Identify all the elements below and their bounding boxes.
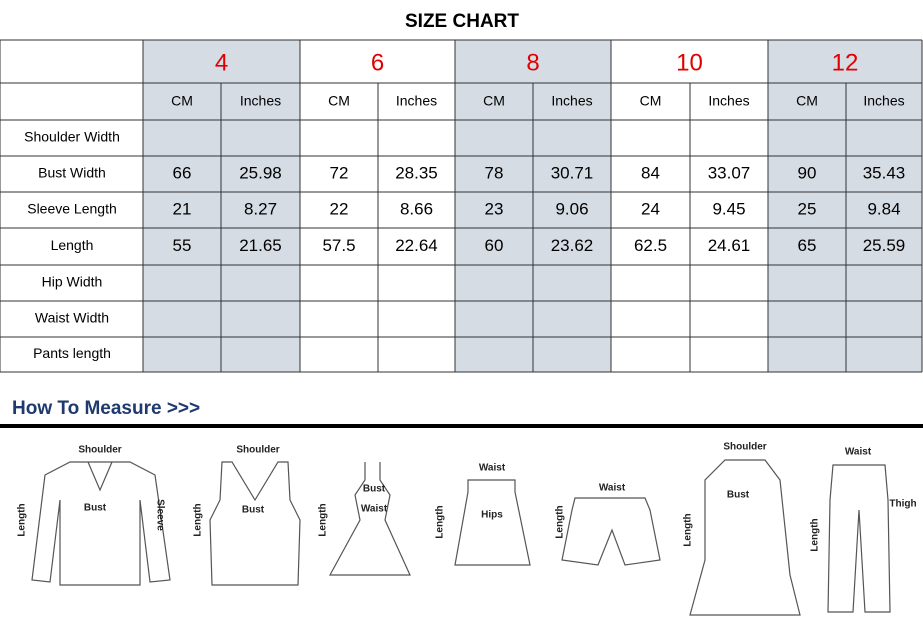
- measure-label: Hips: [481, 510, 503, 521]
- row-label: Sleeve Length: [27, 201, 117, 217]
- title: SIZE CHART: [405, 11, 519, 32]
- cell-value: 30.71: [551, 163, 594, 182]
- cell-value: 65: [798, 236, 817, 255]
- cell-value: 8.66: [400, 199, 433, 218]
- measure-label: Length: [17, 503, 28, 536]
- measure-label: Length: [555, 505, 566, 538]
- measure-label: Shoulder: [236, 445, 279, 456]
- skirt: [454, 479, 531, 566]
- measure-label: Length: [193, 503, 204, 536]
- cell-value: 78: [485, 163, 504, 182]
- coat: [689, 459, 801, 616]
- measure-label: Thigh: [889, 499, 916, 510]
- cell-value: 25.59: [863, 236, 906, 255]
- unit-label: Inches: [708, 93, 749, 109]
- cell-value: 25: [798, 199, 817, 218]
- cell-value: 66: [173, 163, 192, 182]
- cell-value: 57.5: [322, 236, 355, 255]
- row-label: Waist Width: [35, 310, 109, 326]
- unit-label: Inches: [551, 93, 592, 109]
- measure-label: Shoulder: [723, 442, 766, 453]
- unit-label: CM: [328, 93, 350, 109]
- measure-title: How To Measure >>>: [12, 398, 200, 419]
- row-label: Shoulder Width: [24, 129, 120, 145]
- unit-label: CM: [796, 93, 818, 109]
- cell-value: 84: [641, 163, 660, 182]
- size-label: 8: [526, 49, 539, 76]
- cell-value: 21.65: [239, 236, 282, 255]
- measure-label: Length: [435, 505, 446, 538]
- measure-label: Length: [810, 518, 821, 551]
- cell-value: 9.84: [867, 199, 900, 218]
- unit-label: Inches: [396, 93, 437, 109]
- measure-label: Sleeve: [154, 499, 165, 531]
- measure-label: Shoulder: [78, 445, 121, 456]
- measure-label: Length: [683, 513, 694, 546]
- size-label: 4: [215, 49, 228, 76]
- row-label: Hip Width: [42, 274, 103, 290]
- cell-value: 21: [173, 199, 192, 218]
- row-label: Pants length: [33, 345, 111, 361]
- row-label: Length: [51, 237, 94, 253]
- cell-value: 22: [330, 199, 349, 218]
- measure-label: Waist: [845, 447, 872, 458]
- cell-value: 62.5: [634, 236, 667, 255]
- cell-value: 8.27: [244, 199, 277, 218]
- measure-label: Waist: [599, 483, 626, 494]
- cell-value: 55: [173, 236, 192, 255]
- unit-label: CM: [171, 93, 193, 109]
- divider: [0, 424, 923, 428]
- measure-label: Waist: [479, 463, 506, 474]
- cell-value: 9.45: [712, 199, 745, 218]
- cell-value: 23: [485, 199, 504, 218]
- cell-value: 25.98: [239, 163, 282, 182]
- size-label: 12: [832, 49, 859, 76]
- dress: [328, 462, 411, 576]
- vest: [209, 461, 301, 586]
- measure-label: Waist: [361, 504, 388, 515]
- unit-label: CM: [483, 93, 505, 109]
- cell-value: 23.62: [551, 236, 594, 255]
- garment-drawings: [31, 459, 891, 616]
- unit-label: Inches: [863, 93, 904, 109]
- measure-label: Bust: [84, 503, 107, 514]
- unit-label: Inches: [240, 93, 281, 109]
- cell-value: 90: [798, 163, 817, 182]
- size-label: 10: [676, 49, 703, 76]
- cell-value: 24: [641, 199, 660, 218]
- cell-value: 22.64: [395, 236, 438, 255]
- unit-label: CM: [640, 93, 662, 109]
- cell-value: 60: [485, 236, 504, 255]
- measure-label: Bust: [242, 505, 265, 516]
- row-label: Bust Width: [38, 165, 106, 181]
- cell-value: 33.07: [708, 163, 751, 182]
- cell-value: 9.06: [555, 199, 588, 218]
- measure-label: Bust: [363, 484, 386, 495]
- cell-value: 24.61: [708, 236, 751, 255]
- shirt-collar: [87, 461, 113, 492]
- cell-value: 72: [330, 163, 349, 182]
- measure-label: Length: [318, 503, 329, 536]
- shorts: [561, 497, 661, 566]
- cell-value: 35.43: [863, 163, 906, 182]
- pants: [827, 464, 891, 613]
- column-shade: [768, 40, 922, 372]
- cell-value: 28.35: [395, 163, 438, 182]
- size-label: 6: [371, 49, 384, 76]
- shirt: [31, 461, 171, 586]
- measure-label: Bust: [727, 490, 750, 501]
